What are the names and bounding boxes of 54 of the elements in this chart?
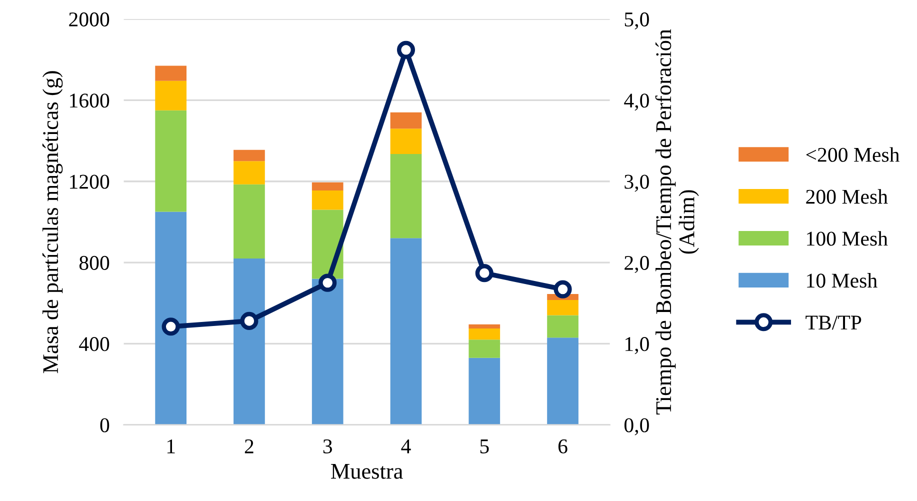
bar [390,154,422,238]
bar [547,300,578,316]
y-tick-label: 0 [100,418,110,432]
x-tick-label: 1 [167,439,175,454]
bar [390,128,422,154]
bar [234,184,265,258]
legend-label: 100 Mesh [807,231,888,246]
bar [234,258,265,425]
bar [234,161,265,184]
point [396,40,416,59]
bar [468,358,500,425]
point [162,318,180,336]
y-tick-label: 800 [79,256,110,270]
legend-label: 10 Mesh [807,273,878,288]
legend-label: <200 Mesh [806,147,900,162]
y2-tick-label: 5,0 [624,12,649,30]
point [475,264,494,282]
y2-tick-label: 2,0 [624,256,649,273]
x-tick-label: 2 [244,439,254,454]
bar [390,238,422,425]
x-axis-title: Muestra [331,464,403,479]
x-tick-label: 6 [558,439,568,454]
y-tick-label: 2000 [69,12,110,26]
y2-tick-label: 0,0 [624,418,649,436]
legend-label: 200 Mesh [806,189,888,204]
bar [547,338,578,425]
point [554,280,572,298]
x-tick-label: 4 [401,439,411,454]
y2-axis-title: Tiempo de Bombeo/Tiempo de Perforación (Adim) [655,29,699,415]
bar [312,182,344,190]
bar [468,324,500,328]
bar [155,110,187,212]
bar [547,315,578,338]
legend-label: TB/TP [806,316,862,330]
bar [155,80,187,110]
y2-tick-label: 3,0 [624,174,649,192]
bar [312,190,344,210]
y-tick-label: 1200 [70,174,110,189]
y-tick-label: 1600 [70,94,110,108]
x-tick-label: 5 [480,440,489,454]
y2-tick-label: 1,0 [626,337,649,354]
y2-tick-label: 4,0 [624,94,649,111]
bar [234,150,265,162]
bar [390,112,422,129]
x-tick-label: 3 [323,439,332,454]
point [240,312,258,330]
bar [155,66,187,81]
bar [155,212,187,425]
y-axis-title: Masa de partículas magnéticas (g) [42,71,63,374]
bar [468,328,500,340]
point [318,274,337,292]
bar [468,340,500,358]
y-tick-label: 400 [79,337,110,352]
bar [312,278,344,425]
